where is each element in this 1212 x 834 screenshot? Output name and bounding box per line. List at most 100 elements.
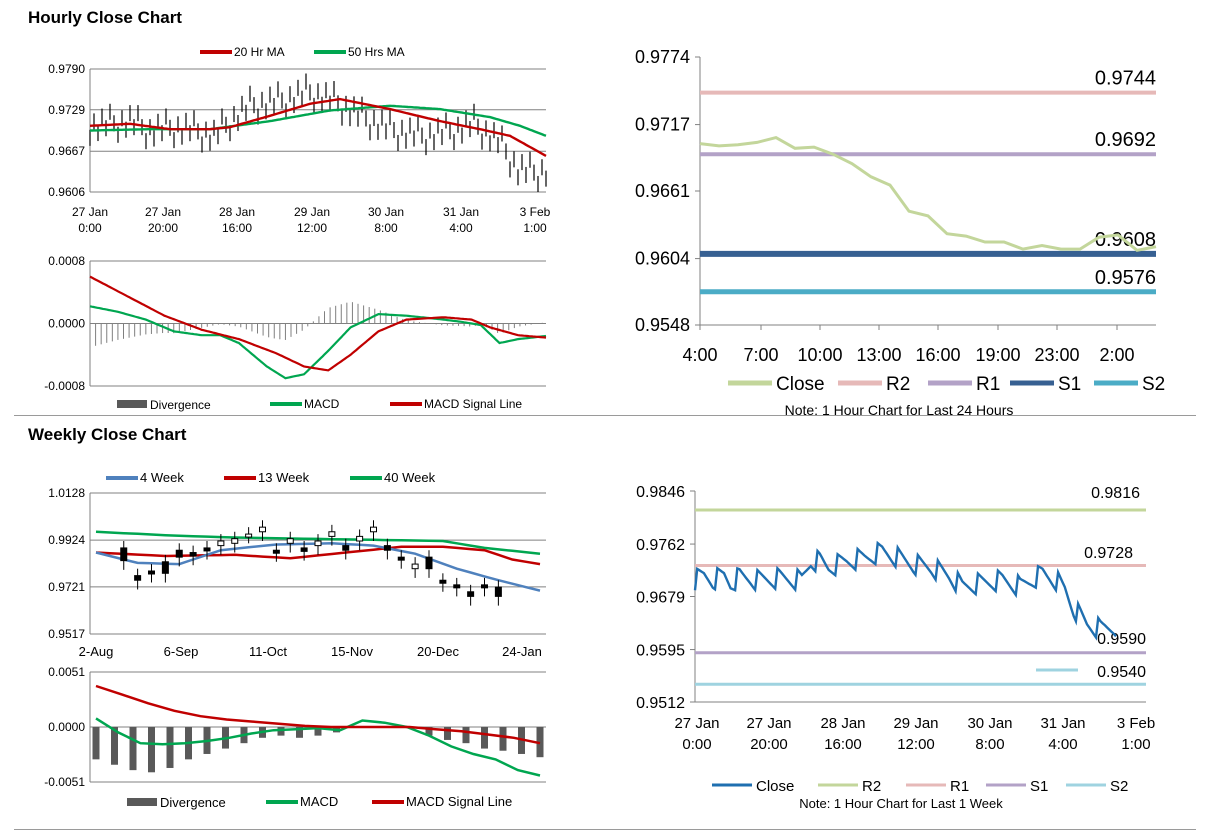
hourly-pivot-y-tick: 0.9548 — [635, 315, 690, 335]
hourly-macd-y-tick: 0.0008 — [48, 254, 85, 268]
hourly-price-y-tick: 0.9667 — [48, 144, 85, 158]
weekly-candle-body — [120, 547, 128, 562]
weekly-candle-body — [411, 563, 419, 570]
hourly-pivot-legend-label: R1 — [976, 374, 1000, 395]
hourly-pivot-legend-label: R2 — [886, 374, 910, 395]
hourly-macd-line — [89, 305, 547, 380]
weekly-candle-body — [259, 526, 266, 533]
weekly-price-y-tick: 0.9721 — [48, 580, 85, 594]
weekly-price-x-tick: 20-Dec — [417, 644, 459, 659]
weekly-legend-40wk-label: 40 Week — [384, 470, 436, 485]
hourly-signal-line — [89, 275, 547, 372]
weekly-macd-y-tick: -0.0051 — [44, 775, 85, 789]
weekly-price-y-tick: 0.9517 — [48, 627, 85, 641]
hourly-pivot-x-tick: 7:00 — [743, 345, 778, 365]
weekly-legend-4wk-label: 4 Week — [140, 470, 184, 485]
hourly-price-x-tick-time: 0:00 — [78, 221, 102, 235]
hourly-legend-signal-label: MACD Signal Line — [424, 397, 522, 411]
hourly-price-x-tick-time: 16:00 — [222, 221, 252, 235]
weekly-price-x-tick: 11-Oct — [249, 644, 287, 659]
weekly-pivot-note: Note: 1 Hour Chart for Last 1 Week — [799, 796, 1003, 811]
weekly-divergence-bar — [462, 727, 470, 744]
weekly-pivot-legend-label: R2 — [862, 778, 881, 795]
hourly-price-y-tick: 0.9606 — [48, 185, 85, 199]
weekly-pivot-r2-label: 0.9816 — [1091, 485, 1140, 502]
weekly-candle-body — [481, 584, 488, 589]
weekly-divergence-bar — [111, 727, 118, 765]
hourly-price-x-tick: 3 Feb — [520, 205, 551, 219]
hourly-pivot-x-tick: 13:00 — [856, 345, 901, 365]
weekly-candle-body — [342, 545, 350, 551]
hourly-macd-y-tick: -0.0008 — [44, 379, 85, 393]
hourly-20hr-ma-line — [89, 97, 547, 157]
hourly-pivot-s2-label: 0.9576 — [1095, 267, 1156, 289]
hourly-price-x-tick-time: 20:00 — [148, 221, 178, 235]
weekly-legend-divergence-swatch — [127, 798, 157, 806]
weekly-candle-body — [383, 545, 391, 551]
section-divider — [14, 415, 1196, 416]
hourly-price-x-tick: 27 Jan — [145, 205, 181, 219]
hourly-price-x-tick: 28 Jan — [219, 205, 255, 219]
weekly-legend-macd-label: MACD — [300, 794, 338, 809]
weekly-candle-body — [356, 535, 364, 542]
weekly-pivot-x-tick-time: 4:00 — [1048, 736, 1077, 753]
weekly-pivot-legend-label: R1 — [950, 778, 969, 795]
hourly-price-x-tick-time: 8:00 — [374, 221, 398, 235]
weekly-pivot-close-line — [693, 540, 1117, 641]
weekly-candle-body — [425, 556, 433, 570]
hourly-price-x-tick-time: 4:00 — [449, 221, 473, 235]
weekly-pivot-legend-label: S2 — [1110, 778, 1128, 795]
hourly-price-y-tick: 0.9790 — [48, 62, 85, 76]
weekly-pivot-x-tick-time: 1:00 — [1121, 736, 1150, 753]
weekly-section-title: Weekly Close Chart — [28, 425, 187, 444]
weekly-candle-body — [203, 547, 211, 552]
weekly-pivot-x-tick: 3 Feb — [1117, 715, 1155, 732]
hourly-price-x-tick: 31 Jan — [443, 205, 479, 219]
hourly-macd-y-tick: 0.0000 — [48, 317, 85, 331]
hourly-pivot-legend-label: Close — [776, 374, 825, 395]
weekly-candle-body — [245, 533, 253, 538]
weekly-price-x-tick: 2-Aug — [79, 644, 114, 659]
weekly-pivot-r1-label: 0.9728 — [1084, 545, 1133, 562]
hourly-pivot-y-tick: 0.9717 — [635, 115, 690, 135]
hourly-pivot-x-tick: 4:00 — [682, 345, 717, 365]
weekly-candle-body — [217, 540, 225, 547]
hourly-price-x-tick-time: 1:00 — [523, 221, 547, 235]
weekly-legend-divergence-label: Divergence — [160, 795, 226, 810]
weekly-divergence-bar — [296, 727, 303, 738]
hourly-pivot-x-tick: 19:00 — [975, 345, 1020, 365]
weekly-macd-y-tick: 0.0000 — [48, 720, 85, 734]
weekly-price-y-tick: 1.0128 — [48, 486, 85, 500]
weekly-pivot-x-tick-time: 8:00 — [975, 736, 1004, 753]
weekly-candle-body — [134, 575, 142, 581]
weekly-candle-body — [272, 549, 280, 554]
hourly-section-title: Hourly Close Chart — [28, 8, 182, 27]
weekly-pivot-x-tick: 30 Jan — [967, 715, 1012, 732]
weekly-candle-body — [286, 538, 294, 544]
weekly-price-x-tick: 24-Jan — [502, 644, 542, 659]
weekly-pivot-s2-label: 0.9540 — [1097, 664, 1146, 681]
hourly-price-x-tick-time: 12:00 — [297, 221, 327, 235]
weekly-divergence-bar — [166, 727, 174, 768]
bottom-divider — [14, 829, 1196, 830]
weekly-candle-body — [189, 552, 197, 557]
weekly-pivot-x-tick-time: 16:00 — [824, 736, 862, 753]
weekly-price-x-tick: 15-Nov — [331, 644, 373, 659]
weekly-candle-body — [328, 531, 336, 537]
hourly-price-y-tick: 0.9729 — [48, 103, 85, 117]
weekly-candle-body — [148, 570, 155, 575]
weekly-candle-body — [439, 579, 447, 584]
weekly-candle-body — [397, 556, 405, 561]
weekly-pivot-x-tick: 27 Jan — [746, 715, 791, 732]
weekly-signal-line — [95, 684, 541, 745]
weekly-pivot-y-tick: 0.9762 — [636, 537, 685, 554]
weekly-legend-signal-label: MACD Signal Line — [406, 794, 512, 809]
weekly-divergence-bar — [314, 727, 322, 736]
weekly-divergence-bar — [481, 727, 488, 749]
hourly-legend-divergence-swatch — [117, 400, 147, 408]
hourly-price-x-tick: 30 Jan — [368, 205, 404, 219]
hourly-pivot-close-line — [699, 135, 1157, 252]
weekly-13wk-line — [95, 545, 541, 566]
hourly-pivot-legend-label: S2 — [1142, 374, 1165, 395]
